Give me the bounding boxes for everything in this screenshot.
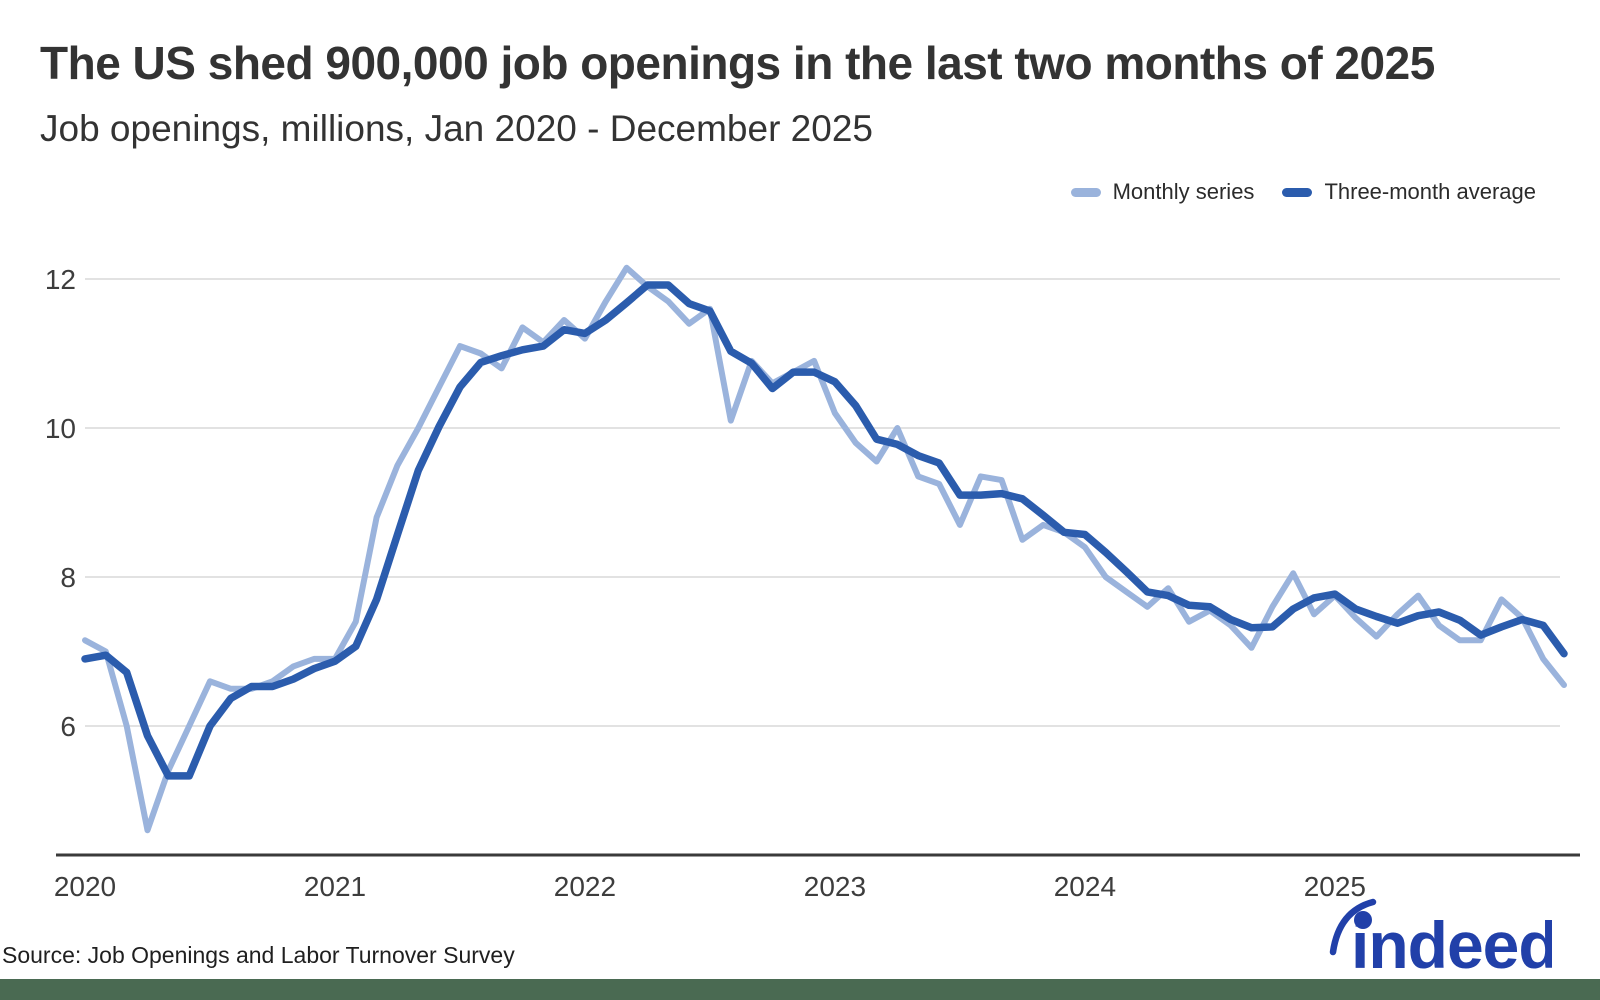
y-tick-label-10: 10 (45, 413, 76, 444)
gridlines (85, 278, 1560, 727)
series-line-monthly-series (82, 264, 1567, 834)
legend-label-three-month-average: Three-month average (1324, 179, 1536, 204)
three-month-average-swatch (1282, 187, 1313, 197)
x-tick-label-2024: 2024 (1054, 871, 1116, 902)
chart-subtitle: Job openings, millions, Jan 2020 - Decem… (40, 108, 873, 149)
x-axis-tick-labels: 2020 2021 2022 2023 2024 2025 (54, 871, 1366, 902)
x-tick-label-2020: 2020 (54, 871, 116, 902)
legend-label-monthly-series: Monthly series (1112, 179, 1255, 204)
footer-band (0, 979, 1600, 1000)
monthly-series-swatch (1070, 187, 1101, 197)
chart-series-lines (81, 264, 1568, 834)
indeed-logo-i-dot (1354, 911, 1372, 929)
series-line-three-month-average (81, 281, 1568, 780)
x-tick-label-2022: 2022 (554, 871, 616, 902)
source-note: Source: Job Openings and Labor Turnover … (2, 942, 515, 968)
x-tick-label-2023: 2023 (804, 871, 866, 902)
y-tick-label-12: 12 (45, 264, 76, 295)
y-tick-label-6: 6 (60, 711, 76, 742)
indeed-logo-swoosh-icon (1329, 898, 1377, 956)
y-axis-tick-labels: 6 8 10 12 (45, 264, 76, 742)
legend-item-monthly-series: Monthly series (1070, 179, 1255, 205)
indeed-logo: indeed (1329, 898, 1552, 980)
x-tick-label-2025: 2025 (1304, 871, 1366, 902)
indeed-logo-wordmark: indeed (1351, 908, 1552, 980)
chart-legend: Monthly series Three-month average (1070, 179, 1536, 205)
chart-title: The US shed 900,000 job openings in the … (40, 37, 1435, 89)
y-tick-label-8: 8 (60, 562, 76, 593)
legend-item-three-month-average: Three-month average (1282, 179, 1536, 205)
x-tick-label-2021: 2021 (304, 871, 366, 902)
